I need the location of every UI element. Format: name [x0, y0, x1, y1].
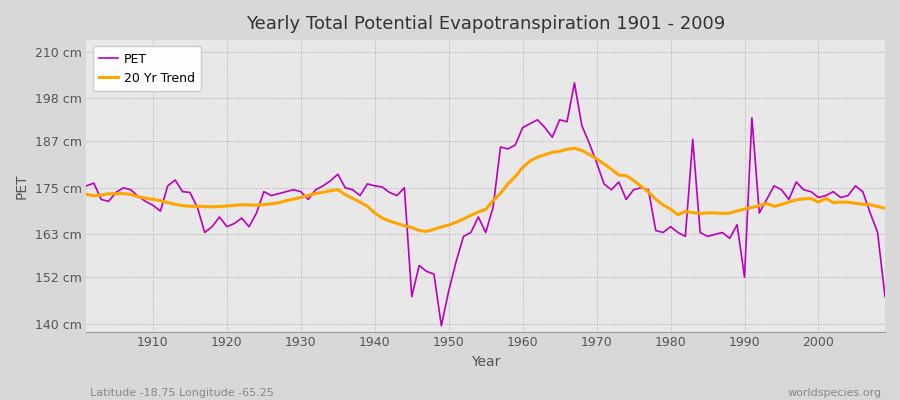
20 Yr Trend	[302, 193, 313, 198]
PET	[569, 80, 580, 85]
20 Yr Trend	[518, 165, 528, 170]
Text: worldspecies.org: worldspecies.org	[788, 388, 882, 398]
PET	[81, 184, 92, 188]
20 Yr Trend	[879, 206, 890, 210]
Title: Yearly Total Potential Evapotranspiration 1901 - 2009: Yearly Total Potential Evapotranspiratio…	[246, 15, 725, 33]
PET	[879, 294, 890, 299]
Text: Latitude -18.75 Longitude -65.25: Latitude -18.75 Longitude -65.25	[90, 388, 274, 398]
Legend: PET, 20 Yr Trend: PET, 20 Yr Trend	[93, 46, 202, 91]
PET	[525, 121, 535, 126]
20 Yr Trend	[140, 196, 151, 201]
Line: 20 Yr Trend: 20 Yr Trend	[86, 148, 885, 232]
PET	[347, 187, 358, 192]
20 Yr Trend	[525, 158, 535, 163]
Y-axis label: PET: PET	[15, 173, 29, 199]
PET	[621, 197, 632, 202]
Line: PET: PET	[86, 83, 885, 326]
20 Yr Trend	[621, 173, 632, 178]
PET	[436, 323, 446, 328]
PET	[302, 197, 313, 202]
PET	[140, 199, 151, 204]
20 Yr Trend	[347, 196, 358, 201]
X-axis label: Year: Year	[471, 355, 500, 369]
20 Yr Trend	[421, 229, 432, 234]
20 Yr Trend	[569, 146, 580, 151]
PET	[518, 125, 528, 130]
20 Yr Trend	[81, 192, 92, 197]
